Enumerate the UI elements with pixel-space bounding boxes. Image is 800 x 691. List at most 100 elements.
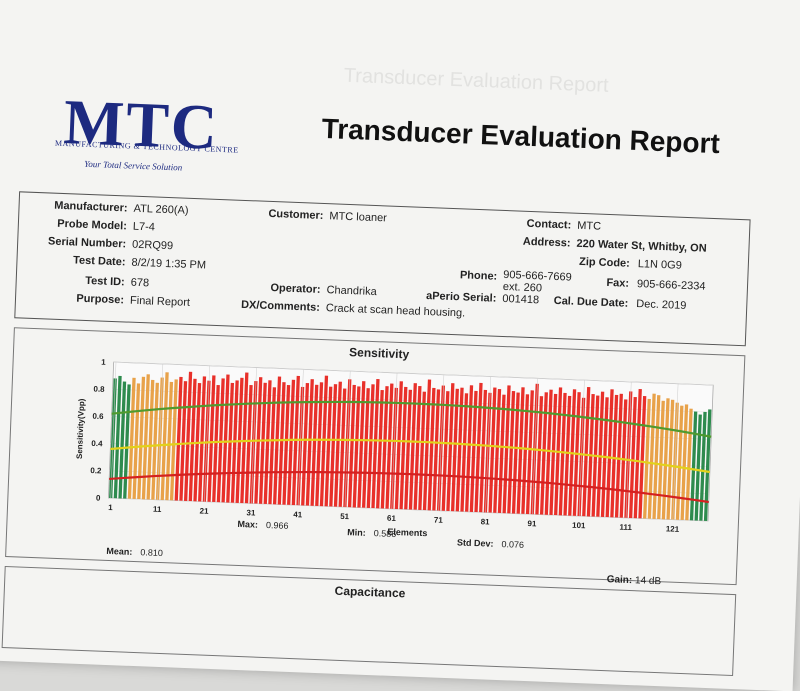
bar-element-72 [441, 391, 450, 511]
bar-element-76 [460, 393, 469, 512]
aperio-serial-label: aPerio Serial: [425, 289, 497, 305]
bar-element-29 [240, 372, 249, 504]
bar-element-10 [151, 382, 159, 500]
stat-mean: Mean: 0.810 [106, 546, 163, 558]
bar-element-62 [394, 381, 403, 510]
x-tick-label: 31 [246, 508, 256, 517]
bar-element-95 [549, 393, 558, 516]
bar-element-70 [432, 389, 441, 511]
zip-code-value: L1N 0G9 [637, 258, 683, 272]
probe-model-value: L7-4 [132, 220, 156, 234]
customer-label: Customer: [268, 207, 324, 222]
sensitivity-chart-box: Sensitivity 0 0.2 0.4 0.6 0.8 1 1 11 21 31 41 51 61 7… [5, 327, 746, 586]
x-tick-label: 101 [572, 521, 586, 531]
bar-element-118 [657, 400, 665, 520]
stat-max-value: 0.966 [265, 520, 289, 531]
reference-line-2 [110, 438, 711, 474]
x-gridline [532, 378, 538, 515]
manufacturer-value: ATL 260(A) [133, 202, 189, 217]
bar-element-60 [385, 383, 394, 509]
stat-gain: Gain: 14 dB [606, 574, 661, 587]
stat-min-value: 0.586 [373, 528, 397, 540]
bar-element-52 [347, 384, 356, 508]
x-gridline [297, 369, 304, 506]
bar-element-112 [628, 396, 637, 519]
customer-value: MTC loaner [329, 210, 388, 225]
bar-element-59 [380, 386, 389, 509]
bar-element-45 [315, 382, 324, 507]
bar-element-102 [582, 387, 591, 517]
bar-element-113 [633, 389, 642, 519]
serial-number-value: 02RQ99 [131, 238, 174, 253]
bar-element-57 [371, 378, 380, 509]
bar-element-18 [188, 378, 197, 502]
cal-due-date-value: Dec. 2019 [636, 298, 687, 312]
bar-element-126 [694, 414, 702, 521]
test-id-value: 678 [130, 276, 150, 290]
bar-element-87 [511, 392, 520, 514]
bar-element-124 [685, 408, 693, 521]
bar-element-13 [165, 381, 174, 501]
x-tick-label: 1 [108, 503, 113, 512]
x-gridline [157, 363, 164, 500]
bar-element-7 [137, 376, 146, 500]
bar-element-92 [535, 396, 544, 515]
reference-line-1 [111, 400, 712, 438]
bar-element-64 [404, 389, 413, 510]
bar-element-42 [301, 383, 310, 506]
bar-element-6 [132, 383, 141, 499]
bar-element-8 [141, 374, 150, 500]
x-tick-label: 111 [619, 523, 632, 532]
x-gridline [485, 376, 491, 513]
bar-element-38 [282, 385, 291, 505]
bar-element-65 [408, 383, 417, 510]
bar-element-48 [329, 384, 338, 507]
x-gridline [578, 380, 585, 517]
bar-element-82 [488, 387, 497, 513]
report-title: Transducer Evaluation Report [321, 112, 721, 160]
stat-max: Max: 0.966 [237, 519, 288, 531]
x-tick-label: 71 [434, 515, 444, 524]
bar-element-66 [413, 385, 422, 510]
bar-element-109 [614, 393, 623, 518]
test-date-value: 8/2/19 1:35 PM [131, 256, 207, 272]
phone-label: Phone: [459, 269, 498, 283]
y-tick-label: 1 [101, 358, 106, 367]
address-value: 220 Water St, Whitby, ON [576, 237, 707, 255]
bar-element-37 [277, 382, 286, 505]
bar-element-44 [310, 384, 319, 506]
y-tick-label: 0 [96, 493, 101, 502]
bar-element-122 [675, 405, 684, 520]
bar-element-12 [160, 372, 169, 501]
bar-element-3 [118, 381, 127, 499]
bar-element-88 [516, 387, 525, 514]
bar-element-53 [352, 386, 361, 508]
bar-element-55 [361, 388, 370, 508]
bar-element-47 [324, 386, 333, 507]
bar-element-90 [525, 390, 534, 515]
bar-element-78 [469, 390, 478, 512]
bar-element-69 [427, 387, 436, 511]
bar-element-108 [610, 394, 619, 518]
x-axis-label: Elements [387, 527, 427, 539]
manufacturer-label: Manufacturer: [54, 199, 128, 215]
x-tick-label: 21 [199, 506, 209, 515]
bar-element-117 [652, 395, 661, 519]
cal-due-date-label: Cal. Due Date: [553, 294, 629, 310]
bar-element-74 [450, 388, 459, 512]
mtc-logo: MTC MANUFACTURING & TECHNOLOGY CENTRE Yo… [54, 86, 257, 181]
serial-number-label: Serial Number: [47, 235, 127, 251]
x-gridline [110, 362, 117, 499]
bar-element-5 [127, 377, 136, 499]
bar-element-35 [268, 387, 277, 505]
bar-element-125 [689, 411, 698, 521]
y-tick-label: 0.6 [92, 412, 104, 421]
bar-element-17 [183, 371, 193, 501]
bar-element-16 [179, 381, 188, 501]
bar-element-67 [418, 391, 427, 510]
bar-element-25 [221, 374, 230, 503]
bleed-through-text: Transducer Evaluation Report [343, 64, 610, 97]
y-tick-label: 0.2 [90, 466, 102, 475]
bar-element-77 [465, 385, 474, 512]
bar-element-127 [699, 411, 707, 521]
